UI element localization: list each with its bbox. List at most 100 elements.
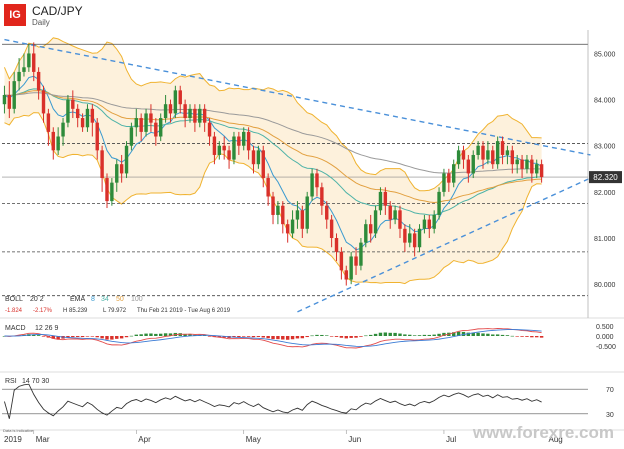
candle-body: [422, 219, 427, 229]
candle-body: [476, 145, 480, 155]
candle-body: [242, 131, 246, 146]
candle-body: [329, 219, 334, 239]
candle-body: [408, 233, 412, 243]
change-percent: -2.17%: [33, 308, 53, 314]
candle-body: [193, 108, 197, 123]
macd-histogram-bar: [451, 332, 456, 336]
macd-histogram-bar: [422, 334, 427, 336]
macd-histogram-bar: [41, 336, 46, 337]
candle-body: [71, 99, 75, 109]
candle-body: [403, 228, 407, 243]
boll-legend-label: BOLL: [5, 296, 23, 303]
macd-histogram-bar: [373, 333, 378, 336]
candle-body: [305, 196, 309, 229]
candle-body: [178, 90, 182, 105]
ema-legend-label: EMA: [70, 296, 86, 303]
candle-body: [535, 164, 539, 174]
macd-histogram-bar: [134, 334, 139, 336]
rsi-line: [4, 383, 542, 419]
candle-body: [456, 150, 461, 165]
candle-body: [412, 233, 417, 248]
macd-tick-label: 0.000: [596, 334, 614, 341]
rsi-legend-label: RSI: [5, 378, 17, 385]
ema-legend-100: 100: [131, 296, 143, 303]
macd-histogram-bar: [437, 333, 441, 336]
macd-histogram-bar: [36, 335, 41, 336]
price-tick-label: 80.000: [594, 282, 616, 289]
macd-histogram-bar: [378, 332, 383, 336]
candle-body: [378, 191, 383, 211]
candle-body: [237, 136, 241, 146]
x-tick-label: 2019: [4, 435, 22, 444]
candle-body: [281, 205, 285, 225]
macd-histogram-bar: [491, 334, 495, 336]
last-price-value: 82.320: [593, 173, 618, 182]
macd-histogram-bar: [481, 333, 485, 336]
macd-histogram-bar: [476, 332, 480, 336]
candle-body: [334, 238, 339, 252]
candle-body: [325, 205, 329, 220]
macd-histogram-bar: [129, 335, 134, 337]
macd-histogram-bar: [80, 336, 85, 338]
macd-tick-label: -0.500: [596, 344, 616, 351]
macd-line: [4, 328, 542, 349]
candle-body: [105, 178, 109, 202]
candle-body: [466, 159, 471, 174]
candle-body: [447, 173, 451, 183]
macd-histogram-bar: [461, 331, 466, 336]
macd-histogram-bar: [276, 336, 280, 340]
rsi-tick-label: 70: [606, 387, 614, 394]
candle-body: [80, 118, 85, 128]
candle-body: [491, 150, 495, 165]
macd-histogram-bar: [237, 336, 241, 338]
ema-legend-34: 34: [101, 296, 109, 303]
rsi-legend-params: 14 70 30: [22, 378, 49, 385]
candle-body: [115, 164, 119, 183]
candle-body: [27, 53, 31, 68]
candle-body: [207, 122, 212, 137]
macd-histogram-bar: [364, 335, 368, 337]
watermark: www.forexre.com: [472, 423, 614, 442]
last-price-tag: 82.320: [589, 171, 622, 184]
price-tick-label: 81.000: [594, 236, 616, 243]
candle-body: [256, 150, 261, 165]
macd-histogram-bar: [500, 334, 505, 336]
candle-body: [51, 131, 55, 151]
candle-body: [525, 159, 529, 169]
macd-histogram-bar: [246, 336, 251, 337]
candle-body: [481, 145, 485, 160]
macd-histogram-bar: [505, 335, 510, 336]
candle-body: [368, 224, 373, 234]
macd-histogram-bar: [285, 336, 290, 340]
macd-histogram-bar: [432, 334, 436, 336]
price-tick-label: 84.000: [594, 98, 616, 105]
candle-body: [17, 71, 21, 82]
candle-body: [217, 145, 222, 155]
candle-body: [300, 210, 305, 229]
candle-body: [320, 187, 324, 206]
rsi-tick-label: 30: [606, 412, 614, 419]
candle-body: [134, 118, 139, 128]
macd-histogram-bar: [95, 336, 99, 338]
macd-histogram-bar: [495, 334, 500, 336]
candle-body: [227, 150, 231, 160]
candle-body: [530, 159, 534, 174]
candle-body: [471, 154, 475, 174]
candle-body: [354, 256, 358, 266]
candle-body: [271, 196, 275, 215]
candle-body: [198, 108, 202, 123]
candle-body: [505, 150, 510, 155]
macd-histogram-bar: [466, 332, 471, 336]
macd-histogram-bar: [520, 336, 524, 337]
candle-body: [124, 145, 129, 174]
macd-histogram-bar: [398, 333, 402, 336]
candle-body: [202, 108, 207, 123]
macd-histogram-bar: [486, 333, 490, 336]
candle-body: [417, 228, 422, 248]
candle-body: [66, 99, 70, 123]
bollinger-band-fill: [4, 37, 542, 284]
ig-logo: IG: [4, 4, 26, 26]
macd-histogram-bar: [393, 332, 397, 336]
macd-histogram-bar: [56, 336, 60, 340]
